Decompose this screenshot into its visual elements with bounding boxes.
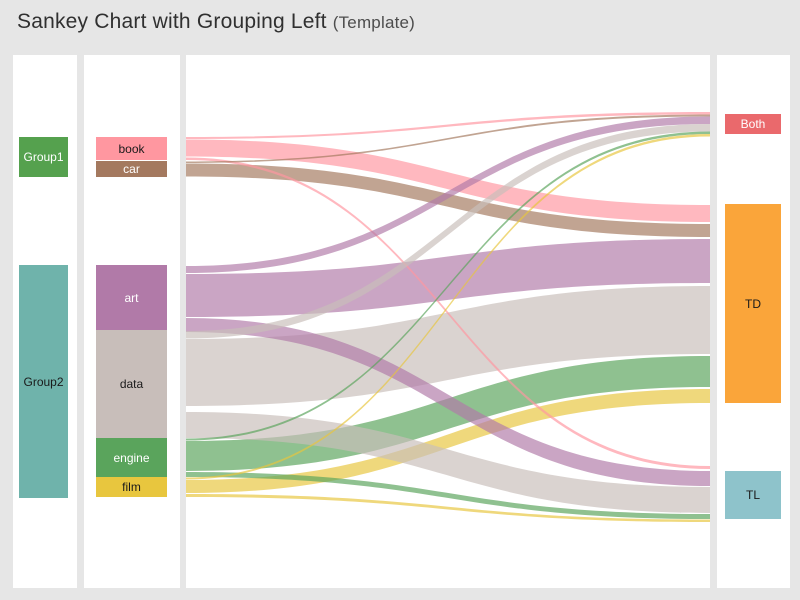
- link-art-both[interactable]: [186, 116, 710, 274]
- link-engine-both[interactable]: [186, 131, 710, 441]
- sankey-links-canvas: [186, 112, 710, 522]
- node-group1[interactable]: Group1: [19, 137, 68, 177]
- link-book-td[interactable]: [186, 139, 710, 223]
- link-book-tl[interactable]: [186, 157, 710, 470]
- link-film-tl[interactable]: [186, 494, 710, 522]
- link-data-td[interactable]: [186, 286, 710, 406]
- node-book[interactable]: book: [96, 137, 167, 160]
- node-both[interactable]: Both: [725, 114, 781, 134]
- node-car[interactable]: car: [96, 161, 167, 177]
- chart-title: Sankey Chart with Grouping Left (Templat…: [17, 10, 415, 34]
- link-film-both[interactable]: [186, 134, 710, 480]
- node-group2[interactable]: Group2: [19, 265, 68, 498]
- link-art-td[interactable]: [186, 239, 710, 317]
- node-data[interactable]: data: [96, 330, 167, 438]
- node-tl[interactable]: TL: [725, 471, 781, 519]
- link-engine-tl[interactable]: [186, 472, 710, 519]
- link-art-tl[interactable]: [186, 318, 710, 486]
- link-data-both[interactable]: [186, 124, 710, 339]
- chart-title-suffix: (Template): [332, 13, 416, 32]
- node-art[interactable]: art: [96, 265, 167, 330]
- node-engine[interactable]: engine: [96, 438, 167, 477]
- link-book-both[interactable]: [186, 112, 710, 139]
- link-data-tl[interactable]: [186, 412, 710, 513]
- node-film[interactable]: film: [96, 477, 167, 497]
- link-film-td[interactable]: [186, 389, 710, 493]
- panel-flows: [186, 55, 710, 588]
- link-car-td[interactable]: [186, 163, 710, 238]
- node-td[interactable]: TD: [725, 204, 781, 403]
- link-car-both[interactable]: [186, 114, 710, 164]
- chart-title-main: Sankey Chart with Grouping Left: [17, 10, 333, 33]
